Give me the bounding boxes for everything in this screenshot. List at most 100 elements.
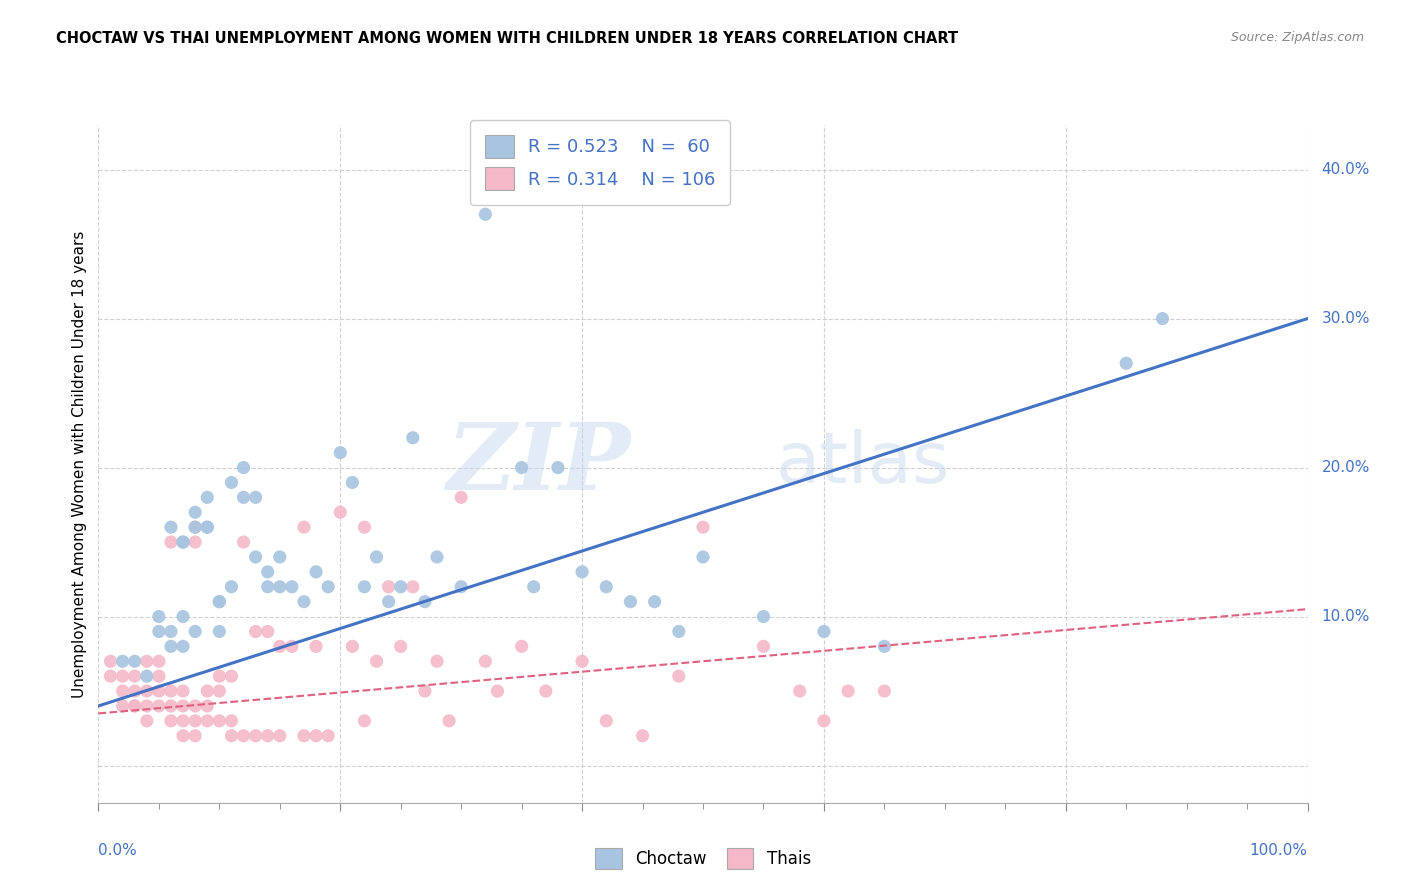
Point (342, 640, 364, 654)
Point (873, 640, 896, 654)
Text: 20.0%: 20.0% (1322, 460, 1369, 475)
Point (692, 549, 714, 564)
Point (413, 595, 436, 609)
Point (172, 698, 194, 713)
Point (245, 729, 267, 743)
Point (353, 714, 375, 728)
Text: 100.0%: 100.0% (1250, 844, 1308, 858)
Point (172, 684, 194, 698)
Point (377, 580, 399, 594)
Point (752, 640, 775, 654)
Text: 10.0%: 10.0% (1322, 609, 1369, 624)
Point (208, 684, 231, 698)
Point (256, 624, 278, 639)
Point (232, 535, 254, 549)
Point (100, 654, 122, 668)
Point (281, 640, 304, 654)
Text: CHOCTAW VS THAI UNEMPLOYMENT AMONG WOMEN WITH CHILDREN UNDER 18 YEARS CORRELATIO: CHOCTAW VS THAI UNEMPLOYMENT AMONG WOMEN… (56, 31, 959, 46)
Point (124, 684, 146, 698)
Point (413, 684, 436, 698)
Point (135, 714, 157, 728)
Text: 0.0%: 0.0% (98, 844, 138, 858)
Point (595, 714, 617, 728)
Point (474, 654, 496, 668)
Point (256, 729, 278, 743)
Point (342, 475, 364, 490)
Text: ZIP: ZIP (446, 419, 630, 508)
Point (124, 698, 146, 713)
Point (631, 729, 654, 743)
Point (571, 565, 593, 579)
Point (269, 729, 291, 743)
Point (426, 549, 449, 564)
Point (184, 505, 207, 519)
Point (426, 654, 449, 668)
Point (232, 460, 254, 475)
Point (160, 684, 183, 698)
Point (389, 580, 412, 594)
Y-axis label: Unemployment Among Women with Children Under 18 years: Unemployment Among Women with Children U… (72, 230, 87, 698)
Point (789, 684, 811, 698)
Point (172, 729, 194, 743)
Point (668, 669, 690, 683)
Point (195, 698, 218, 713)
Point (450, 580, 472, 594)
Point (111, 698, 134, 713)
Point (160, 640, 183, 654)
Point (184, 520, 207, 534)
Point (813, 624, 835, 639)
Point (353, 580, 375, 594)
Point (135, 684, 157, 698)
Point (172, 535, 194, 549)
Point (124, 669, 146, 683)
Point (232, 729, 254, 743)
Point (124, 654, 146, 668)
Point (111, 669, 134, 683)
Point (172, 609, 194, 624)
Point (221, 669, 243, 683)
Point (752, 609, 775, 624)
Point (184, 698, 207, 713)
Point (184, 624, 207, 639)
Point (389, 640, 412, 654)
Point (269, 549, 291, 564)
Point (111, 654, 134, 668)
Point (873, 684, 896, 698)
Point (245, 624, 267, 639)
Point (172, 714, 194, 728)
Point (292, 595, 315, 609)
Point (377, 595, 399, 609)
Point (135, 654, 157, 668)
Point (305, 640, 328, 654)
Point (160, 520, 183, 534)
Point (595, 580, 617, 594)
Point (366, 549, 388, 564)
Point (692, 520, 714, 534)
Point (208, 714, 231, 728)
Point (402, 431, 425, 445)
Point (160, 624, 183, 639)
Text: 30.0%: 30.0% (1322, 311, 1369, 326)
Point (1152, 311, 1174, 326)
Point (353, 520, 375, 534)
Point (232, 491, 254, 505)
Point (437, 714, 460, 728)
Point (160, 535, 183, 549)
Point (111, 684, 134, 698)
Point (195, 520, 218, 534)
Point (135, 669, 157, 683)
Point (292, 520, 315, 534)
Point (160, 698, 183, 713)
Point (256, 580, 278, 594)
Point (1115, 356, 1137, 370)
Point (148, 654, 170, 668)
Point (195, 684, 218, 698)
Point (316, 580, 339, 594)
Point (221, 580, 243, 594)
Point (366, 654, 388, 668)
Point (124, 698, 146, 713)
Point (148, 684, 170, 698)
Point (329, 505, 352, 519)
Point (450, 491, 472, 505)
Point (292, 729, 315, 743)
